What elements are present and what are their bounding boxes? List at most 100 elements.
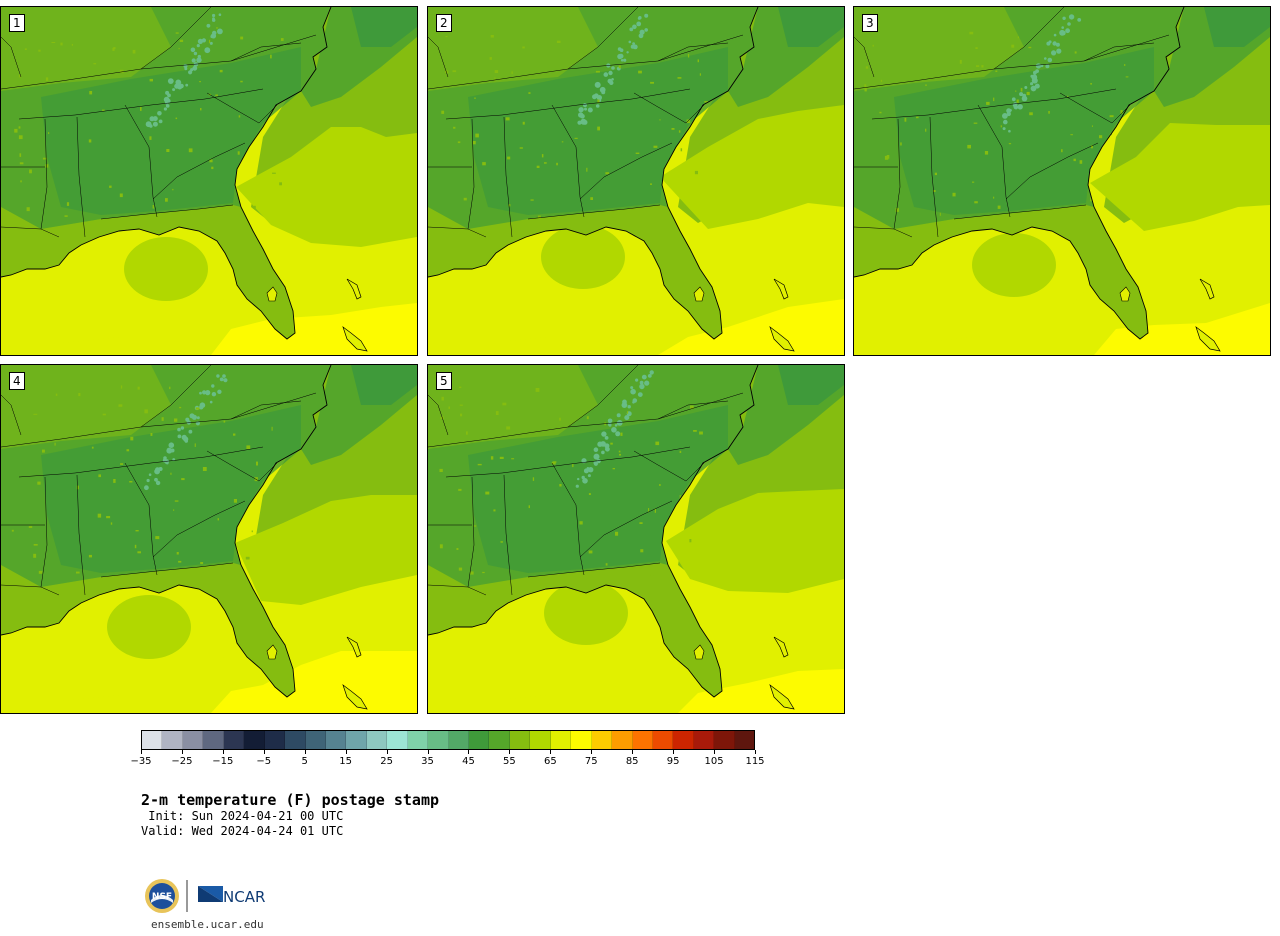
postage-stamp-panel-1: 1 [0,6,418,356]
interior-cool-zone [41,47,301,215]
temperature-map-2 [428,7,844,355]
colorbar-tick [468,750,470,754]
colorbar-tick-label: 45 [462,756,475,767]
interior-cool-zone [468,405,728,573]
colorbar-tick-label: −25 [171,756,193,767]
colorbar-tick [755,750,756,754]
gulf-mild-zone [541,225,625,289]
ocean-mild-zone [660,105,844,229]
ocean-coldest-zone [778,365,844,405]
interior-cool-zone [468,47,728,215]
postage-stamp-panel-4: 4 [0,364,418,714]
colorbar-swatch [734,731,755,749]
coastline [428,7,759,340]
land-speckles [439,386,703,577]
colorbar-swatch [530,731,551,749]
lake-okeechobee [266,286,278,302]
bahamas-islands [1195,278,1221,352]
colorbar-swatch [632,731,653,749]
temperature-map-5 [428,365,844,713]
state-borders [854,7,1170,238]
lake-okeechobee [693,644,705,660]
colorbar-tick [263,750,265,754]
valid-time: Valid: Wed 2024-04-24 01 UTC [141,824,344,838]
colorbar-tick-label: −5 [256,756,272,767]
colorbar-swatch [673,731,694,749]
appalachian-ridge [144,374,228,491]
colorbar-tick-label: 105 [704,756,724,767]
ocean-coldest-zone [778,7,844,47]
appalachian-ridge [575,370,654,488]
state-borders [428,365,744,596]
coastal-plain [1,205,295,339]
colorbar-tick-label: −15 [212,756,234,767]
lake-okeechobee [266,644,278,660]
colorbar-swatch [387,731,408,749]
lake-okeechobee [693,286,705,302]
colorbar-tick [673,750,675,754]
gulf-mild-zone [972,233,1056,297]
colorbar-tick [427,750,429,754]
land-speckles [441,35,710,219]
colorbar-swatch [591,731,613,749]
colorbar-swatch [264,731,286,749]
colorbar-swatch [714,731,735,749]
ocean-hot-zone [678,669,844,713]
western-plain [1,365,171,449]
colorbar-swatch [612,731,633,749]
colorbar-tick [714,750,716,754]
colorbar-tick-label: 85 [625,756,639,767]
ncar-logo-icon: NCAR [198,886,265,906]
colorbar-tick [591,750,593,754]
colorbar-tick [181,750,183,754]
colorbar-swatch [203,731,224,749]
temperature-map-1 [1,7,417,355]
state-borders [1,7,317,238]
ocean-mild-zone [1090,123,1270,231]
site-url: ensemble.ucar.edu [151,918,264,931]
colorbar-tick [386,750,388,754]
colorbar-swatch [550,731,572,749]
init-time: Init: Sun 2024-04-21 00 UTC [141,809,344,823]
panel-number-label: 1 [9,14,25,32]
state-borders [1,365,317,596]
gulf-mild-zone [124,237,208,301]
nsf-ncar-logo: NSF NCAR [145,879,265,913]
colorbar-swatch [223,731,245,749]
colorbar-swatch [162,731,183,749]
colorbar-swatch [652,731,674,749]
bahamas-islands [342,636,368,710]
colorbar-swatch [693,731,715,749]
colorbar-tick-label: −35 [130,756,152,767]
colorbar-swatch [428,731,449,749]
colorbar-tick-label: 15 [339,756,353,767]
colorbar-ticks: −35 −25 −15 −5 5 15 25 35 45 55 65 75 85 95 105 115 [130,750,765,770]
state-borders [428,7,744,238]
temperature-colorbar [141,730,755,750]
colorbar-tick-label: 25 [380,756,393,767]
lake-okeechobee [1119,286,1131,302]
colorbar-tick-label: 55 [503,756,516,767]
ocean-mild-zone [236,127,417,247]
colorbar-tick-label: 65 [543,756,557,767]
colorbar-swatch [448,731,469,749]
appalachian-ridge [1002,14,1082,133]
bahamas-islands [769,636,795,710]
bahamas-islands [769,278,795,352]
western-plain [428,365,598,449]
land-speckles [864,31,1129,216]
colorbar-tick [550,750,552,754]
temperature-map-3 [854,7,1270,355]
coastline [428,365,759,698]
colorbar-swatch [182,731,204,749]
appalachian-ridge [145,13,223,128]
colorbar-swatch [571,731,592,749]
colorbar-tick [222,750,224,754]
colorbar-tick [141,750,142,754]
nsf-seal-icon: NSF [145,879,179,913]
colorbar-tick-label: 5 [301,756,308,767]
interior-cool-zone [894,47,1154,215]
bahamas-islands [342,278,368,352]
temperature-map-4 [1,365,417,713]
nsf-text: NSF [152,892,172,902]
